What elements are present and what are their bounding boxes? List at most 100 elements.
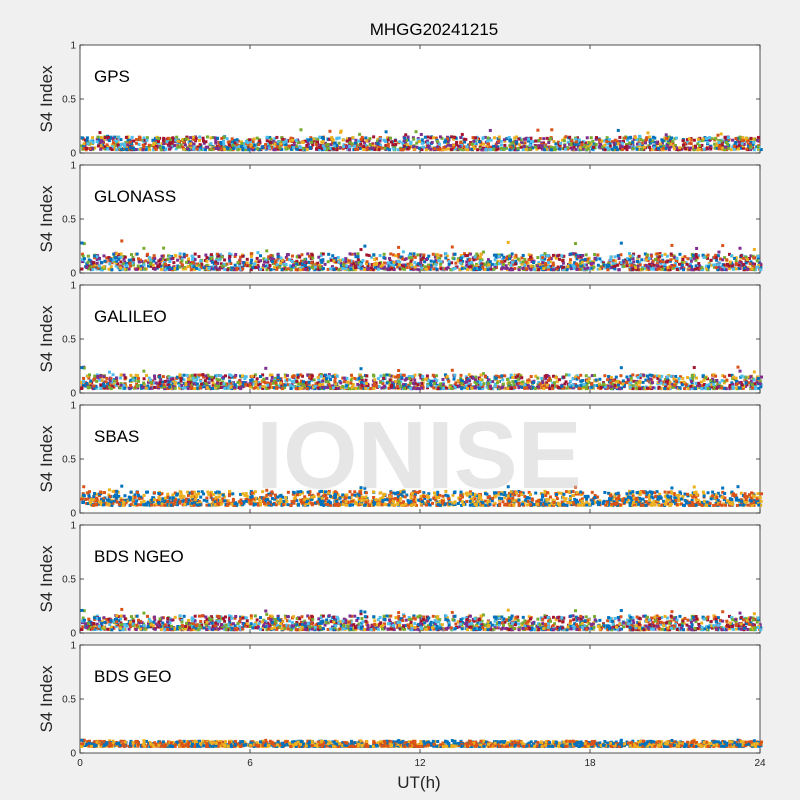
data-point [159,259,163,263]
data-point [185,253,189,257]
data-point [707,136,711,140]
data-point [300,262,304,266]
data-point [682,266,686,270]
data-point [333,387,337,391]
data-point [164,147,168,151]
data-point [184,267,188,271]
data-point [706,377,710,381]
data-point [503,139,507,143]
data-point [432,260,436,264]
data-point [579,264,583,268]
data-point [553,146,557,150]
data-point [681,139,685,143]
data-point [181,386,185,390]
data-point [698,147,702,151]
data-point [415,384,419,388]
data-point [209,142,213,146]
data-point [391,381,395,385]
data-point [370,255,374,259]
data-point [126,135,130,139]
data-point [539,254,543,258]
data-point [697,254,701,258]
data-point [442,381,446,385]
data-point [364,136,368,140]
data-point [112,383,116,387]
data-point [187,382,191,386]
data-point [287,144,291,148]
data-point [515,140,519,144]
data-point [225,137,229,141]
data-point [381,382,385,386]
data-point [723,375,727,379]
data-point [124,262,128,266]
data-point [295,262,299,266]
data-point [303,264,307,268]
data-point [288,258,292,262]
data-point [115,259,119,263]
data-point [706,256,710,260]
data-point [327,374,331,378]
data-point [384,144,388,148]
data-point [317,255,321,259]
data-point [329,384,333,388]
data-point [465,145,469,149]
data-point [273,376,277,380]
data-point [347,142,351,146]
data-point [598,377,602,381]
data-point [252,382,256,386]
data-point [655,252,659,256]
data-point [585,383,589,387]
data-point [305,147,309,151]
data-point [202,382,206,386]
data-point [432,262,436,266]
data-point [667,145,671,149]
data-point [632,379,636,383]
data-point [523,141,527,145]
data-point [619,253,623,257]
data-point [657,267,661,271]
data-point [344,257,348,261]
plot-area [79,44,761,154]
data-point [352,262,356,266]
data-point [221,140,225,144]
data-point [107,139,111,143]
data-point [734,140,738,144]
data-point [647,256,651,260]
data-point [613,138,617,142]
data-point [476,148,480,152]
data-point [276,378,280,382]
data-point [521,148,525,152]
data-point [593,146,597,150]
data-point [268,373,272,377]
data-point [707,265,711,269]
data-point [126,262,130,266]
data-point [109,265,113,269]
data-point [268,141,272,145]
data-point [120,239,124,243]
data-point [348,148,352,152]
data-point [122,373,126,377]
data-point [638,263,642,267]
data-point [326,146,330,150]
data-point [710,385,714,389]
data-point [99,374,103,378]
data-point [742,262,746,266]
data-point [683,382,687,386]
data-point [721,258,725,262]
data-point [534,139,538,143]
data-point [137,379,141,383]
data-point [511,142,515,146]
data-point [167,381,171,385]
data-point [703,136,707,140]
data-point [615,263,619,267]
data-point [720,379,724,383]
data-point [98,138,102,142]
data-point [342,145,346,149]
data-point [620,261,624,265]
data-point [678,146,682,150]
data-point [409,378,413,382]
data-point [458,147,462,151]
data-point [599,139,603,143]
data-point [252,137,256,141]
data-point [554,256,558,260]
